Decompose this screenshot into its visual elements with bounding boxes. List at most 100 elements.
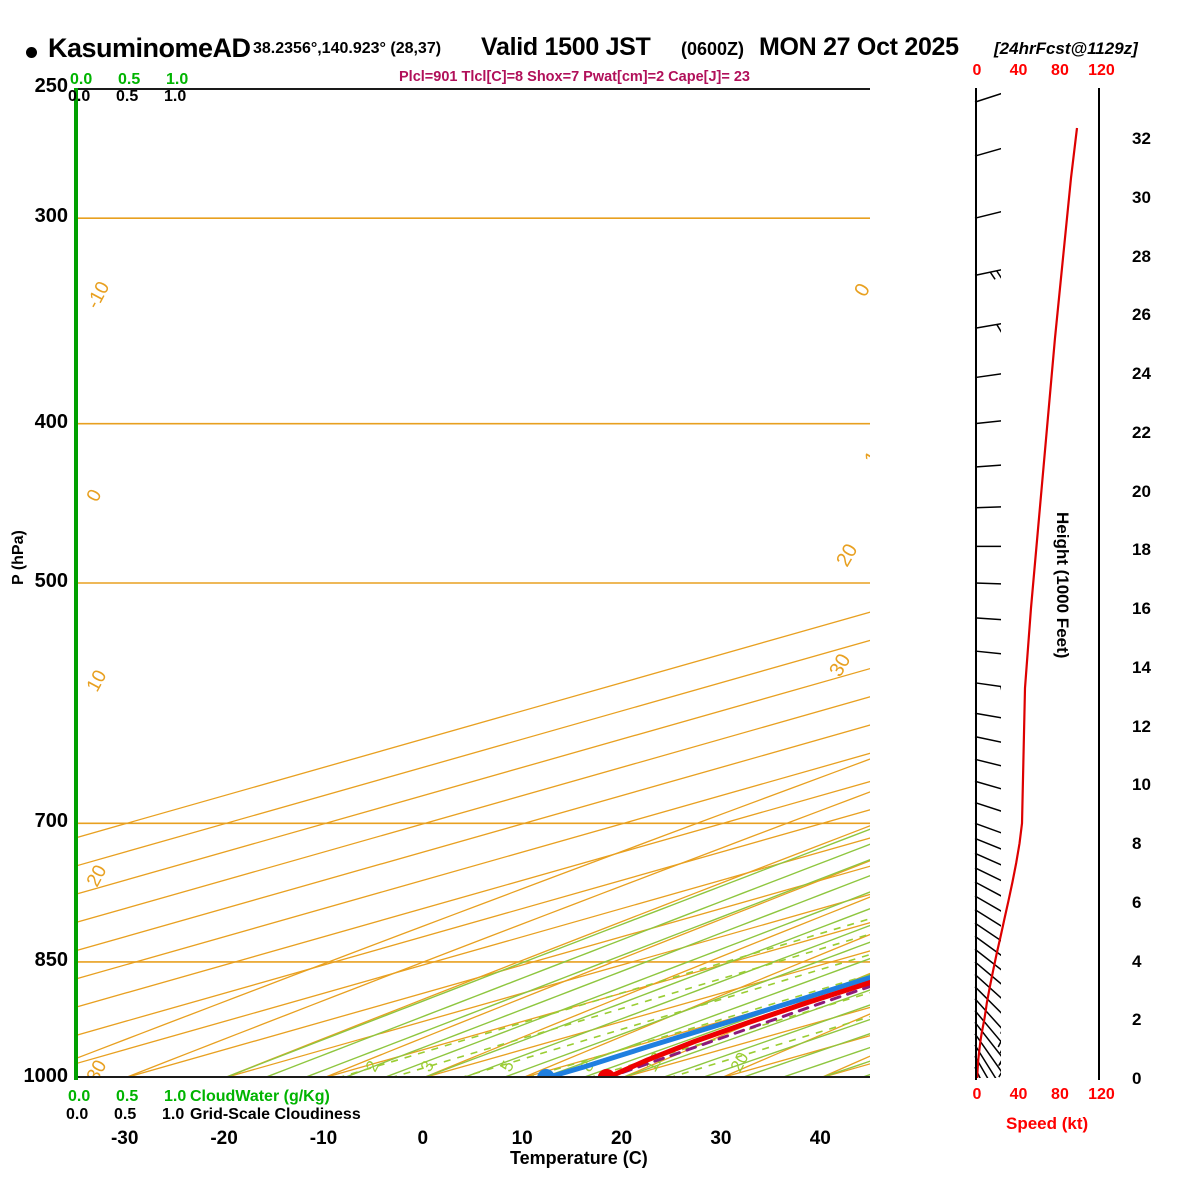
- cloudwater-tick-top-2: 1.0: [166, 71, 189, 88]
- plot-border: [75, 88, 870, 1078]
- pressure-tick-300: 300: [34, 205, 68, 228]
- wind-barb: [974, 961, 1001, 985]
- wind-barb: [974, 895, 1001, 912]
- wind-barb: [974, 780, 1001, 790]
- dewpoint-line: [543, 974, 870, 1078]
- height-speed-curve-line: [977, 127, 1079, 1079]
- height-tick-6: 6: [1132, 892, 1142, 912]
- cloudiness-tick-top-2: 1.0: [164, 88, 187, 105]
- sounding-indices: Plcl=901 Tlcl[C]=8 Shox=7 Pwat[cm]=2 Cap…: [399, 69, 750, 85]
- valid-time: Valid 1500 JST: [481, 33, 651, 61]
- wind-barb: [974, 881, 1001, 897]
- cloudiness-legend-label: Grid-Scale Cloudiness: [190, 1106, 361, 1123]
- wind-barb: [974, 269, 1001, 280]
- wind-barb: [974, 464, 1001, 468]
- isobar-lines: [75, 88, 870, 1078]
- isotherm-label: 10: [860, 438, 870, 468]
- wind-barb: [974, 998, 1001, 1048]
- wind-barb: [974, 617, 1001, 621]
- height-axis-label: Height (1000 Feet): [1053, 512, 1072, 659]
- wind-axis-line: [975, 88, 977, 1080]
- surface-markers: [537, 1069, 616, 1078]
- wind-barb: [974, 147, 1001, 157]
- wind-barb: [974, 986, 1001, 1034]
- wind-barb-column: [974, 92, 1001, 1078]
- wind-barb: [974, 909, 1001, 927]
- temperature-tick-30: 30: [710, 1128, 732, 1149]
- temperature-tick-20: 20: [610, 1128, 633, 1149]
- cloudiness-tick-top-0: 0.0: [68, 88, 91, 105]
- cloudiness-tick-bottom-1: 0.5: [114, 1106, 137, 1123]
- wind-barb: [974, 801, 1001, 812]
- temperature-marker: [597, 1069, 616, 1078]
- cloudiness-tick-bottom-0: 0.0: [66, 1106, 89, 1123]
- cloudiness-tick-bottom-2: 1.0: [162, 1106, 185, 1123]
- height-tick-12: 12: [1132, 716, 1151, 736]
- temperature-axis-label: Temperature (C): [510, 1148, 648, 1168]
- wind-barb: [974, 948, 1001, 971]
- forecast-tag: [24hrFcst@1129z]: [994, 39, 1138, 58]
- pressure-tick-400: 400: [34, 410, 68, 433]
- cloudiness-tick-top-1: 0.5: [116, 88, 139, 105]
- height-tick-20: 20: [1132, 481, 1151, 501]
- wind-barb: [974, 1021, 1001, 1078]
- pressure-tick-500: 500: [34, 570, 68, 592]
- wind-barb: [975, 545, 1001, 548]
- height-tick-24: 24: [1132, 364, 1151, 383]
- wind-barb: [974, 420, 1001, 425]
- isotherm-lines: [75, 611, 870, 1078]
- wind-barb: [974, 210, 1001, 219]
- wind-barb: [974, 322, 1001, 333]
- speed-tick-bottom-40: 40: [1009, 1086, 1028, 1103]
- height-tick-2: 2: [1132, 1010, 1142, 1030]
- temperature-tick--10: -10: [309, 1128, 338, 1149]
- dewpoint-marker: [537, 1069, 556, 1078]
- speed-axis-label: Speed (kt): [1006, 1114, 1089, 1133]
- speed-tick-top-40: 40: [1009, 62, 1028, 79]
- cloudwater-axis-line: [74, 88, 78, 1080]
- cloudwater-tick-bottom-2: 1.0: [164, 1088, 187, 1105]
- temperature-tick--30: -30: [110, 1128, 139, 1149]
- pressure-tick-250: 250: [34, 75, 68, 97]
- station-coordinates: 38.2356°,140.923° (28,37): [253, 40, 442, 57]
- wind-barb: [974, 837, 1001, 850]
- wind-barb: [974, 735, 1001, 743]
- pressure-tick-1000: 1000: [23, 1065, 69, 1087]
- height-tick-16: 16: [1132, 599, 1151, 618]
- speed-tick-top-80: 80: [1051, 62, 1069, 79]
- wind-barb: [974, 650, 1001, 655]
- valid-date: MON 27 Oct 2025: [759, 33, 959, 61]
- pressure-tick-850: 850: [34, 948, 68, 971]
- wind-barb: [974, 712, 1001, 719]
- wind-barb: [974, 1055, 989, 1078]
- pressure-tick-700: 700: [34, 810, 68, 833]
- temperature-tick-0: 0: [417, 1128, 429, 1149]
- pressure-axis-label: P (hPa): [10, 530, 27, 585]
- cloudwater-tick-top-0: 0.0: [70, 71, 93, 88]
- dewpoint-profile: [543, 974, 870, 1078]
- speed-height-panel: [977, 127, 1079, 1079]
- speed-tick-top-0: 0: [972, 62, 982, 79]
- height-tick-32: 32: [1132, 129, 1151, 148]
- parcel-line: [605, 984, 870, 1078]
- wind-barb: [974, 582, 1001, 585]
- speed-tick-bottom-120: 120: [1088, 1086, 1115, 1103]
- wind-barb: [974, 373, 1001, 379]
- wind-barb: [974, 822, 1001, 834]
- temperature-tick-10: 10: [511, 1128, 533, 1149]
- parcel-trace: [605, 984, 870, 1078]
- speed-tick-top-120: 120: [1088, 62, 1115, 79]
- height-tick-14: 14: [1132, 657, 1151, 677]
- height-tick-8: 8: [1132, 834, 1142, 853]
- wind-barb: [974, 92, 1001, 103]
- wind-barb: [974, 1066, 981, 1078]
- height-tick-30: 30: [1132, 187, 1151, 207]
- valid-time-utc: (0600Z): [681, 39, 745, 59]
- wind-barb: [974, 867, 1001, 882]
- speed-tick-bottom-80: 80: [1051, 1086, 1069, 1103]
- wind-barb: [974, 506, 1001, 509]
- height-tick-28: 28: [1132, 246, 1151, 266]
- wind-barb: [974, 973, 1001, 999]
